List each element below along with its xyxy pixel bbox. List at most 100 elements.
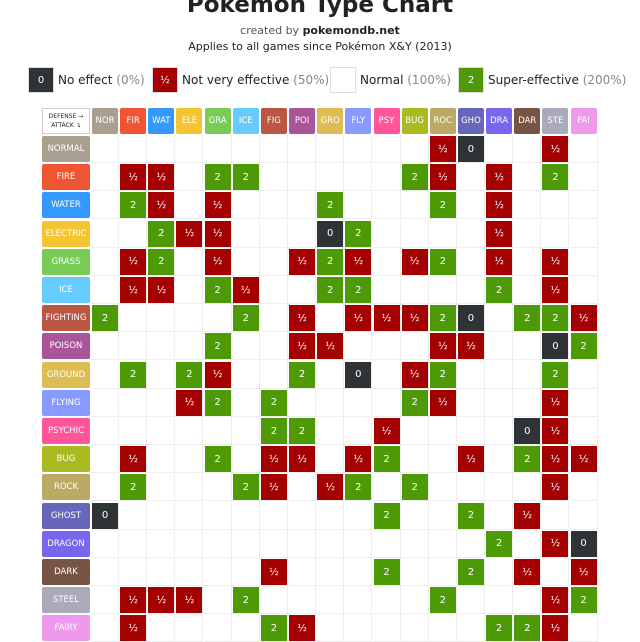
grid-cell [231,332,260,361]
grid-cell [259,332,288,361]
grid-cell [400,614,429,642]
grid-cell [513,219,542,248]
effect-cell: ½ [120,248,147,275]
grid-cell [456,473,485,502]
grid-cell [203,276,232,304]
effect-cell: 2 [260,389,287,416]
grid-cell [569,276,598,304]
row-header: DARK [42,559,90,585]
grid-cell [400,558,429,586]
row-header: GHOST [42,502,90,529]
grid-cell [175,445,204,474]
row-header: ROCK [42,474,90,501]
effect-cell: ½ [429,136,456,162]
grid-cell [372,276,401,304]
grid-cell [175,614,204,642]
grid-cell [288,304,317,333]
grid-cell [400,276,429,304]
grid-cell [541,388,570,417]
effect-cell: ½ [345,446,372,473]
grid-cell [259,276,288,304]
grid-cell [485,163,514,192]
effect-cell: ½ [289,248,316,275]
effect-cell: 2 [345,474,372,501]
effect-cell: 2 [373,502,400,529]
grid-cell [316,473,345,502]
column-header: WAT [148,108,175,134]
grid-cell [485,388,514,417]
grid-cell [344,163,373,192]
grid-cell [203,586,232,615]
grid-cell [372,332,401,361]
grid-cell [569,614,598,642]
effect-cell: 2 [514,305,541,332]
effect-cell: 0 [317,220,344,247]
effect-cell: 2 [232,164,259,191]
legend-pct: (200%) [582,73,627,87]
grid-cell [259,473,288,502]
grid-cell [119,163,148,192]
effect-cell: 2 [345,220,372,247]
grid-cell [203,388,232,417]
column-header: NOR [92,108,118,134]
grid-cell [513,417,542,445]
grid-cell [400,473,429,502]
effect-cell: 2 [204,389,231,416]
grid-cell [400,219,429,248]
grid-cell [456,163,485,192]
effect-cell: 2 [120,474,147,501]
grid-cell [288,163,317,192]
grid-cell [288,135,317,163]
grid-cell [541,191,570,220]
effect-cell: 2 [232,474,259,501]
grid-cell [259,304,288,333]
grid-cell [456,304,485,333]
grid-cell [400,388,429,417]
grid-cell [259,501,288,530]
legend-label: Not very effective (50%) [182,73,329,87]
grid-cell [91,135,119,163]
grid-cell [119,135,148,163]
effect-cell: 0 [345,361,372,388]
effect-cell: 2 [317,277,344,303]
grid-cell [372,247,401,276]
effect-cell: ½ [148,192,175,219]
grid-cell [485,445,514,474]
grid-cell [147,247,176,276]
grid-cell [119,247,148,276]
grid-cell [203,614,232,642]
grid-cell [400,247,429,276]
credit-site[interactable]: pokemondb.net [302,24,400,37]
grid-cell [316,614,345,642]
effect-cell: ½ [542,277,569,303]
grid-cell [400,417,429,445]
effect-cell: 2 [542,305,569,332]
grid-cell [372,163,401,192]
grid-cell [175,276,204,304]
grid-cell [513,529,542,558]
grid-cell [513,247,542,276]
effect-cell: 2 [401,389,428,416]
grid-cell [344,247,373,276]
legend-pct: (50%) [293,73,330,87]
grid-cell [231,163,260,192]
effect-cell: 2 [120,192,147,219]
grid-cell [203,332,232,361]
grid-cell [456,445,485,474]
legend-label: Super-effective (200%) [488,73,626,87]
grid-cell [203,135,232,163]
effect-cell: ½ [542,248,569,275]
effect-cell: ½ [514,502,541,529]
grid-cell [119,304,148,333]
effect-cell: ½ [486,220,513,247]
grid-cell [569,332,598,361]
grid-cell [288,558,317,586]
effect-cell: ½ [401,248,428,275]
grid-cell [203,360,232,389]
effect-cell: 2 [457,559,484,585]
effect-cell: ½ [204,248,231,275]
grid-cell [175,586,204,615]
grid-cell [372,445,401,474]
grid-cell [541,135,570,163]
grid-cell [428,388,457,417]
